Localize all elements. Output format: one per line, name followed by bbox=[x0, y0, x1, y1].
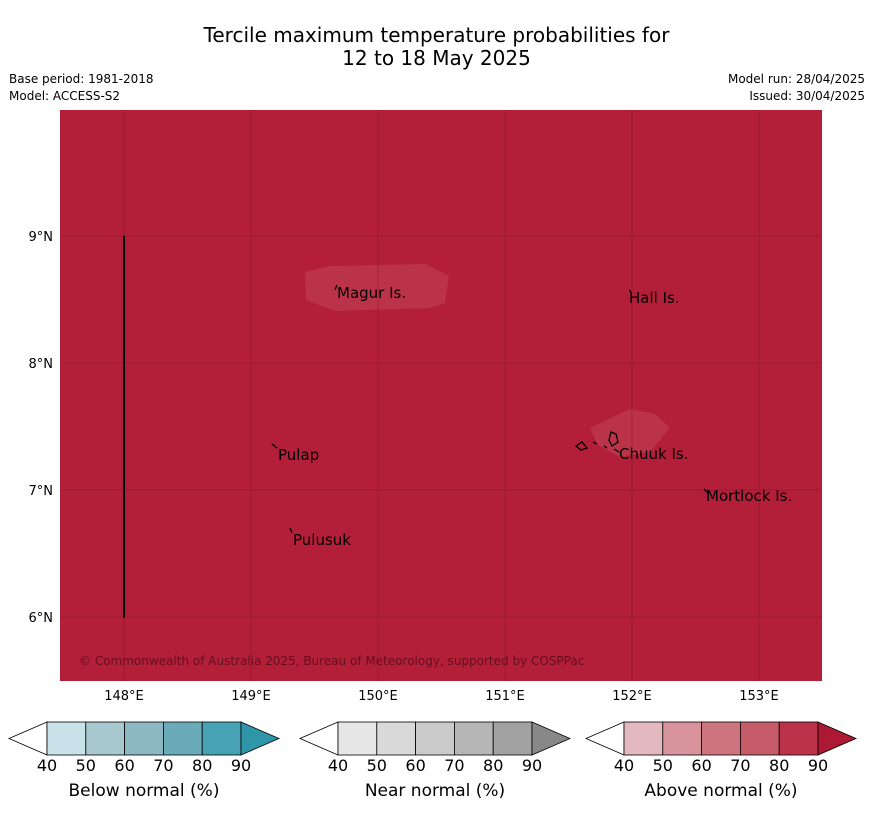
colorbar-extend-high bbox=[240, 721, 281, 756]
map-area bbox=[60, 110, 822, 681]
copyright-notice: © Commonwealth of Australia 2025, Bureau… bbox=[79, 654, 584, 668]
lat-tick-label: 9°N bbox=[29, 230, 54, 245]
colorbar-segment bbox=[701, 721, 741, 756]
colorbar-tick-label: 40 bbox=[327, 756, 349, 775]
lon-tick-label: 150°E bbox=[358, 689, 398, 704]
lon-tick-label: 149°E bbox=[231, 689, 271, 704]
islands bbox=[271, 284, 709, 534]
lat-tick-label: 7°N bbox=[29, 484, 54, 499]
place-label-pulusuk: Pulusuk bbox=[293, 531, 351, 549]
colorbar-tick-label: 60 bbox=[405, 756, 426, 775]
colorbar-extend-low bbox=[584, 721, 625, 756]
colorbar-tick-label: 70 bbox=[153, 756, 174, 775]
colorbar-tick-label: 90 bbox=[230, 756, 252, 775]
colorbar-segment bbox=[85, 721, 126, 756]
colorbar-tick-label: 50 bbox=[366, 756, 387, 775]
map-title-line1: Tercile maximum temperature probabilitie… bbox=[203, 23, 670, 47]
lat-tick-label: 8°N bbox=[29, 357, 54, 372]
colorbar-tick-label: 40 bbox=[36, 756, 58, 775]
colorbar-title: Above normal (%) bbox=[644, 781, 798, 801]
base-period-label: Base period: 1981-2018 bbox=[9, 72, 154, 86]
place-label-chuuk: Chuuk Is. bbox=[619, 445, 688, 463]
colorbar-extend-low bbox=[7, 721, 48, 756]
probability-patch-chuuk bbox=[590, 409, 670, 457]
colorbar-tick-label: 60 bbox=[691, 756, 712, 775]
colorbar-tick-label: 70 bbox=[730, 756, 751, 775]
map-title-line2: 12 to 18 May 2025 bbox=[342, 46, 531, 70]
place-label-magur: Magur Is. bbox=[337, 284, 406, 302]
island-hall bbox=[628, 289, 632, 293]
colorbar-tick-label: 60 bbox=[114, 756, 135, 775]
place-label-mortlock: Mortlock Is. bbox=[706, 487, 792, 505]
colorbar-tick-label: 90 bbox=[521, 756, 543, 775]
colorbar-tick-label: 80 bbox=[483, 756, 504, 775]
lat-tick-label: 6°N bbox=[29, 611, 54, 626]
colorbar-segment bbox=[492, 721, 533, 756]
colorbar-title: Below normal (%) bbox=[68, 781, 220, 801]
island-magur bbox=[334, 284, 338, 291]
island-chuuk bbox=[574, 431, 620, 453]
model-label: Model: ACCESS-S2 bbox=[9, 89, 121, 103]
lon-tick-label: 151°E bbox=[485, 689, 525, 704]
colorbar-extend-low bbox=[298, 721, 339, 756]
colorbar-tick-label: 80 bbox=[192, 756, 213, 775]
colorbar-tick-label: 70 bbox=[444, 756, 465, 775]
island-pulusuk bbox=[289, 527, 293, 534]
colorbar-segment bbox=[740, 721, 780, 756]
colorbar-segment bbox=[453, 721, 494, 756]
place-label-hall: Hall Is. bbox=[629, 289, 680, 307]
colorbar-segment bbox=[623, 721, 664, 756]
colorbar-segment bbox=[46, 721, 87, 756]
model-run-label: Model run: 28/04/2025 bbox=[727, 72, 865, 86]
colorbar-segment bbox=[376, 721, 416, 756]
probability-patch-magur bbox=[305, 264, 449, 311]
lon-tick-label: 153°E bbox=[739, 689, 779, 704]
colorbar-extend-high bbox=[817, 721, 858, 756]
island-pulap bbox=[271, 443, 278, 449]
lon-tick-label: 152°E bbox=[612, 689, 652, 704]
lon-tick-label: 148°E bbox=[104, 689, 144, 704]
island-mortlock bbox=[703, 488, 709, 494]
colorbar-segment bbox=[415, 721, 455, 756]
colorbar-tick-label: 80 bbox=[769, 756, 790, 775]
colorbar-tick-label: 40 bbox=[613, 756, 635, 775]
colorbar-segment bbox=[201, 721, 242, 756]
colorbar-segment bbox=[124, 721, 164, 756]
colorbar-extend-high bbox=[531, 721, 572, 756]
colorbar-tick-label: 50 bbox=[75, 756, 96, 775]
place-label-pulap: Pulap bbox=[278, 446, 319, 464]
colorbar-segment bbox=[778, 721, 819, 756]
colorbar-title: Near normal (%) bbox=[364, 781, 506, 801]
colorbar-segment bbox=[337, 721, 378, 756]
issued-label: Issued: 30/04/2025 bbox=[749, 89, 865, 103]
colorbar-legend bbox=[7, 721, 858, 756]
colorbar-segment bbox=[662, 721, 702, 756]
colorbar-tick-label: 90 bbox=[807, 756, 829, 775]
colorbar-segment bbox=[162, 721, 203, 756]
colorbar-tick-label: 50 bbox=[652, 756, 673, 775]
